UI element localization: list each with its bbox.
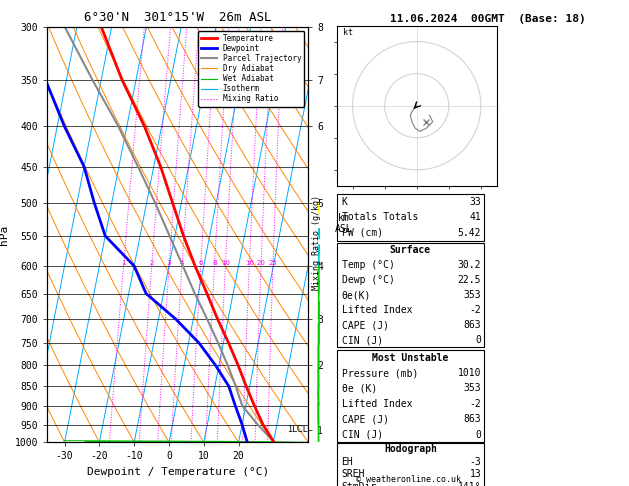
Text: 33: 33 [469,197,481,207]
Y-axis label: hPa: hPa [0,225,9,244]
Text: Most Unstable: Most Unstable [372,353,448,363]
Text: Pressure (mb): Pressure (mb) [342,368,418,378]
Text: -2: -2 [469,399,481,409]
Text: 25: 25 [269,260,277,266]
Text: Mixing Ratio (g/kg): Mixing Ratio (g/kg) [312,195,321,291]
Text: 13: 13 [469,469,481,479]
Text: 4: 4 [180,260,184,266]
Text: 20: 20 [257,260,265,266]
Text: θe (K): θe (K) [342,383,377,393]
Text: 0: 0 [476,335,481,345]
X-axis label: Dewpoint / Temperature (°C): Dewpoint / Temperature (°C) [87,467,269,477]
Text: CAPE (J): CAPE (J) [342,320,389,330]
Text: 2: 2 [150,260,154,266]
Text: 0: 0 [476,430,481,439]
Text: kt: kt [343,28,353,37]
Text: 16: 16 [245,260,253,266]
Text: 6: 6 [198,260,203,266]
Title: 6°30'N  301°15'W  26m ASL: 6°30'N 301°15'W 26m ASL [84,11,272,24]
Text: 10: 10 [221,260,230,266]
Text: 41: 41 [469,212,481,223]
Text: θe(K): θe(K) [342,290,371,300]
Text: 353: 353 [464,383,481,393]
Text: SREH: SREH [342,469,365,479]
Text: 3: 3 [167,260,171,266]
Text: 11.06.2024  00GMT  (Base: 18): 11.06.2024 00GMT (Base: 18) [389,14,586,24]
Text: Totals Totals: Totals Totals [342,212,418,223]
Text: Temp (°C): Temp (°C) [342,260,394,270]
Text: CIN (J): CIN (J) [342,335,382,345]
Text: -2: -2 [469,305,481,315]
Text: K: K [342,197,347,207]
Text: 863: 863 [464,414,481,424]
Text: PW (cm): PW (cm) [342,228,382,238]
Text: CIN (J): CIN (J) [342,430,382,439]
Text: 863: 863 [464,320,481,330]
Text: 1: 1 [121,260,126,266]
Text: -3: -3 [469,457,481,467]
Text: Lifted Index: Lifted Index [342,399,412,409]
Text: Dewp (°C): Dewp (°C) [342,275,394,285]
Text: 1LCL: 1LCL [287,425,307,434]
Text: StmDir: StmDir [342,482,377,486]
Text: Lifted Index: Lifted Index [342,305,412,315]
Text: CAPE (J): CAPE (J) [342,414,389,424]
Legend: Temperature, Dewpoint, Parcel Trajectory, Dry Adiabat, Wet Adiabat, Isotherm, Mi: Temperature, Dewpoint, Parcel Trajectory… [198,31,304,106]
Text: Hodograph: Hodograph [384,445,437,454]
Text: 5.42: 5.42 [458,228,481,238]
Text: 22.5: 22.5 [458,275,481,285]
Text: EH: EH [342,457,353,467]
Text: 30.2: 30.2 [458,260,481,270]
Text: Surface: Surface [390,245,431,256]
Text: 353: 353 [464,290,481,300]
Text: 141°: 141° [458,482,481,486]
Text: 8: 8 [212,260,217,266]
Text: © weatheronline.co.uk: © weatheronline.co.uk [357,474,461,484]
Text: 1010: 1010 [458,368,481,378]
Y-axis label: km
ASL: km ASL [335,213,353,235]
